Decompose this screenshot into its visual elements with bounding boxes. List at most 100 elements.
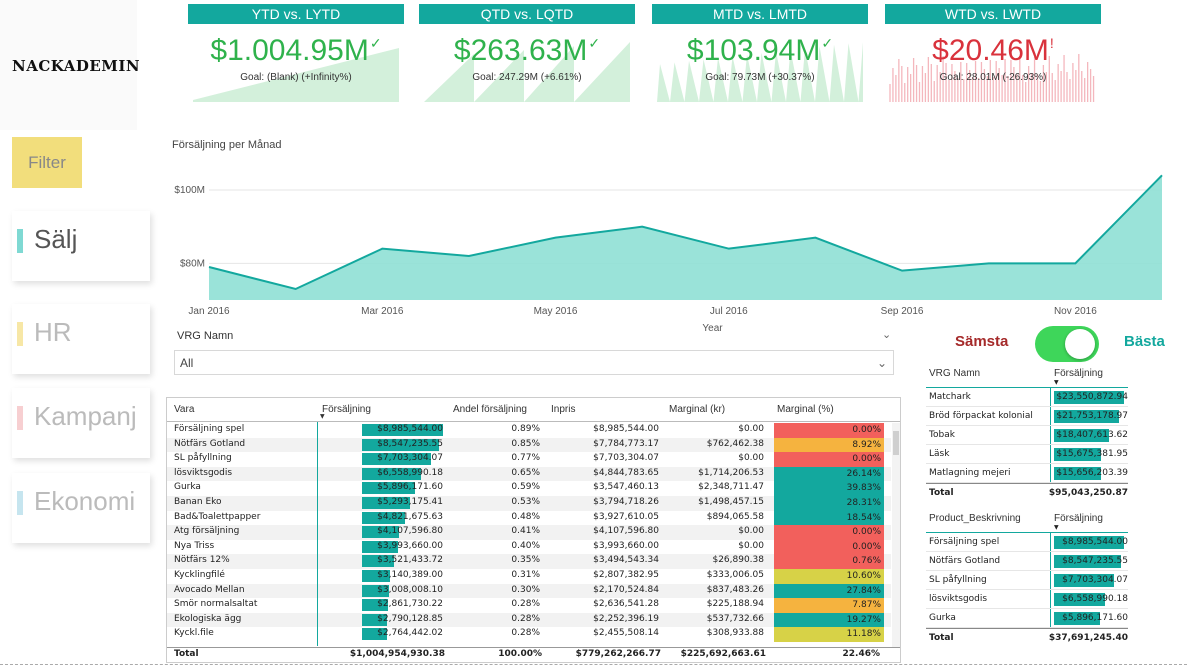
cell-andel: 0.28% [511, 628, 540, 639]
data-point[interactable] [639, 224, 645, 230]
kpi-trend-qtd [424, 42, 630, 102]
table-row[interactable]: lösviktsgodis $6,558,990.18 [926, 590, 1128, 609]
cell-vara: Försäljning spel [174, 424, 245, 434]
table-row[interactable]: lösviktsgodis $6,558,990.18 0.65% $4,844,78… [167, 466, 891, 482]
data-point[interactable] [466, 253, 472, 259]
kpi-value: $1.004.95M✓ [210, 34, 382, 67]
sort-desc-icon[interactable]: ▼ [1054, 524, 1059, 531]
table-row[interactable]: Bröd förpackat kolonial $21,753,178.97 [926, 407, 1128, 426]
logo: NACKADEMIN [12, 57, 141, 75]
table-row[interactable]: Nya Triss $3,993,660.00 0.40% $3,993,660.00… [167, 539, 891, 555]
nav-accent-bar [17, 491, 23, 515]
sort-desc-icon[interactable]: ▼ [320, 413, 325, 420]
table-row[interactable]: SL påfyllning $7,703,304.07 0.77% $7,703,30… [167, 452, 891, 467]
cell-vara: Smör normalsaltat [174, 599, 258, 610]
table-row[interactable]: Atg försäljning $4,107,596.80 0.41% $4,107,… [167, 525, 891, 540]
total-value: $37,691,245.40 [1048, 633, 1128, 643]
nav-button-kampanj[interactable]: Kampanj [12, 388, 150, 458]
column-header-andel[interactable]: Andel försäljning [453, 404, 527, 415]
sort-desc-icon[interactable]: ▼ [1054, 379, 1059, 386]
table-row[interactable]: Ekologiska ägg $2,790,128.85 0.28% $2,252,3… [167, 612, 891, 628]
top-vrg-table[interactable]: VRG Namn Försäljning ▼ Matchark $23,550,8… [926, 364, 1128, 503]
data-point[interactable] [553, 235, 559, 241]
cell-forsaljning: $2,790,128.85 [377, 613, 443, 624]
cell-marginal-pct: 26.14% [774, 466, 884, 482]
kpi-goal: Goal: 28.01M (-26.93%) [939, 72, 1047, 83]
scrollbar-thumb[interactable] [893, 431, 899, 455]
cell-name: Gurka [929, 613, 956, 623]
table-total-row: Total $37,691,245.40 [926, 628, 1128, 648]
cell-marginal-pct: 7.87% [774, 598, 884, 613]
nav-button-hr[interactable]: HR [12, 304, 150, 374]
cell-name: Läsk [929, 449, 950, 459]
column-header-inpris[interactable]: Inpris [551, 404, 576, 415]
sales-bar [362, 628, 387, 641]
product-margin-table[interactable]: Vara Försäljning ▼ Andel försäljning Inp… [166, 397, 901, 663]
table-row[interactable]: Matlagning mejeri $15,656,203.39 [926, 464, 1128, 483]
data-point[interactable] [1159, 172, 1165, 178]
table-row[interactable]: Tobak $18,407,613.62 [926, 426, 1128, 445]
x-tick-label: Mar 2016 [361, 306, 404, 317]
table-row[interactable]: Kyckl.file $2,764,442.02 0.28% $2,455,508.1… [167, 627, 891, 642]
cell-name: lösviktsgodis [929, 594, 988, 604]
table-row[interactable]: Läsk $15,675,381.95 [926, 445, 1128, 464]
chevron-down-icon[interactable]: ⌄ [882, 328, 892, 341]
sales-bar [362, 555, 394, 568]
table-row[interactable]: Banan Eko $5,293,175.41 0.53% $3,794,718.26… [167, 496, 891, 511]
sales-bar [362, 467, 421, 480]
sales-per-month-chart[interactable]: $80M $100M Jan 2016 Mar 2016 May 2016 Jul 201… [165, 160, 1165, 340]
table-row[interactable]: Gurka $5,896,171.60 0.59% $3,547,460.13 $2,3… [167, 481, 891, 496]
table-header: Vara Försäljning ▼ Andel försäljning Inp… [167, 398, 900, 422]
data-point[interactable] [899, 268, 905, 274]
table-row[interactable]: Bad&Toalettpapper $4,821,675.63 0.48% $3,92… [167, 510, 891, 526]
cell-name: Nötfärs Gotland [929, 556, 1001, 566]
data-point[interactable] [206, 264, 212, 270]
table-row[interactable]: Smör normalsaltat $2,861,730.22 0.28% $2,63… [167, 598, 891, 613]
data-point[interactable] [1072, 260, 1078, 266]
table-row[interactable]: Avocado Mellan $3,008,008.10 0.30% $2,170,5… [167, 583, 891, 599]
cell-vara: Avocado Mellan [174, 584, 245, 595]
nav-button-salj[interactable]: Sälj [12, 211, 150, 281]
table-row[interactable]: SL påfyllning $7,703,304.07 [926, 571, 1128, 590]
table-row[interactable]: Försäljning spel $8,985,544.00 0.89% $8,985… [167, 423, 891, 438]
column-header-vrg[interactable]: VRG Namn [929, 368, 981, 379]
column-header-forsaljning[interactable]: Försäljning [1054, 513, 1103, 524]
cell-value: $7,703,304.07 [1062, 575, 1128, 585]
total-marginal-kr: $225,692,663.61 [680, 649, 766, 659]
column-header-marginal-kr[interactable]: Marginal (kr) [669, 404, 726, 415]
table-row[interactable]: Nötfärs Gotland $8,547,235.55 [926, 552, 1128, 571]
table-row[interactable]: Kycklingfilé $3,140,389.00 0.31% $2,807,382… [167, 569, 891, 584]
cell-andel: 0.41% [511, 526, 540, 537]
total-value: $95,043,250.87 [1048, 488, 1128, 498]
cell-vara: lösviktsgodis [174, 467, 233, 478]
cell-forsaljning: $8,547,235.55 [377, 438, 443, 449]
table-row[interactable]: Försäljning spel $8,985,544.00 [926, 533, 1128, 552]
table-row[interactable]: Nötfärs 12% $3,521,433.72 0.35% $3,494,543.… [167, 554, 891, 569]
vertical-scrollbar[interactable] [892, 423, 900, 647]
nav-button-ekonomi[interactable]: Ekonomi [12, 473, 150, 543]
vrg-slicer-dropdown[interactable]: All ⌄ [174, 350, 894, 375]
kpi-card-qtd: QTD vs. LQTD $263.63M✓ Goal: 247.29M (+6… [419, 4, 635, 102]
column-header-product[interactable]: Product_Beskrivning [929, 513, 1021, 524]
data-point[interactable] [726, 246, 732, 252]
cell-value: $8,547,235.55 [1062, 556, 1128, 566]
column-header-forsaljning[interactable]: Försäljning [1054, 368, 1103, 379]
data-point[interactable] [812, 235, 818, 241]
column-header-forsaljning[interactable]: Försäljning [322, 404, 371, 415]
column-header-vara[interactable]: Vara [174, 404, 195, 415]
table-row[interactable]: Matchark $23,550,872.94 [926, 388, 1128, 407]
table-row[interactable]: Nötfärs Gotland $8,547,235.55 0.85% $7,784,… [167, 437, 891, 453]
top-product-table[interactable]: Product_Beskrivning Försäljning ▼ Försäl… [926, 509, 1128, 648]
toggle-knob[interactable] [1065, 329, 1095, 359]
sales-bar [1054, 574, 1114, 587]
sales-bar [1054, 612, 1100, 625]
best-worst-toggle[interactable] [1035, 326, 1099, 362]
table-row[interactable]: Gurka $5,896,171.60 [926, 609, 1128, 628]
cell-vara: Kyckl.file [174, 628, 214, 639]
filter-button[interactable]: Filter [12, 137, 82, 188]
data-point[interactable] [293, 286, 299, 292]
data-point[interactable] [379, 246, 385, 252]
column-header-marginal-pct[interactable]: Marginal (%) [777, 404, 834, 415]
data-point[interactable] [986, 260, 992, 266]
